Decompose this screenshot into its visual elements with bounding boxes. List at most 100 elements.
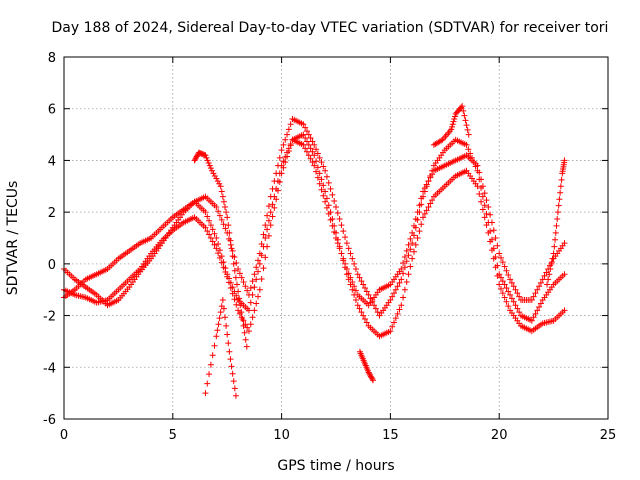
data-point xyxy=(230,378,237,385)
data-point xyxy=(323,204,330,211)
data-point xyxy=(429,197,436,204)
data-point xyxy=(220,305,227,312)
data-point xyxy=(347,274,354,281)
data-point xyxy=(240,278,247,285)
data-point xyxy=(541,272,548,279)
data-point xyxy=(233,259,240,266)
data-point xyxy=(229,247,236,254)
data-point xyxy=(191,157,198,164)
data-point xyxy=(499,290,506,297)
data-point xyxy=(253,300,260,307)
data-point xyxy=(247,284,254,291)
data-point xyxy=(425,203,432,210)
data-point xyxy=(211,342,218,349)
data-point xyxy=(192,156,199,163)
data-point xyxy=(407,235,414,242)
data-point xyxy=(253,276,260,283)
data-point xyxy=(215,241,222,248)
data-point xyxy=(351,260,358,267)
data-point xyxy=(398,266,405,273)
x-tick-label: 10 xyxy=(273,428,290,443)
data-point xyxy=(474,183,481,190)
data-point xyxy=(429,171,436,178)
data-point xyxy=(213,245,220,252)
data-point xyxy=(220,259,227,266)
data-point xyxy=(282,136,289,143)
data-point xyxy=(396,306,403,313)
data-point xyxy=(561,157,568,164)
data-point xyxy=(309,138,316,145)
data-point xyxy=(528,297,535,304)
data-point xyxy=(303,128,310,135)
data-point xyxy=(303,148,310,155)
data-point xyxy=(363,288,370,295)
data-point xyxy=(481,190,488,197)
data-point xyxy=(394,283,401,290)
data-point xyxy=(269,213,276,220)
data-point xyxy=(229,284,236,291)
data-point xyxy=(329,191,336,198)
series-track-c xyxy=(61,136,568,314)
data-point xyxy=(284,131,291,138)
data-point xyxy=(235,288,242,295)
data-point xyxy=(327,216,334,223)
data-point xyxy=(228,245,235,252)
data-point xyxy=(207,222,214,229)
data-point xyxy=(479,206,486,213)
data-point xyxy=(216,212,223,219)
data-point xyxy=(409,229,416,236)
data-point xyxy=(544,281,551,288)
data-point xyxy=(284,149,291,156)
data-point xyxy=(420,188,427,195)
data-point xyxy=(218,216,225,223)
data-point xyxy=(258,252,265,259)
data-point xyxy=(360,312,367,319)
data-point xyxy=(249,278,256,285)
data-point xyxy=(369,375,376,382)
data-point xyxy=(478,198,485,205)
data-point xyxy=(501,263,508,270)
data-point xyxy=(407,263,414,270)
data-point xyxy=(231,267,238,274)
data-point xyxy=(202,224,209,231)
data-point xyxy=(554,209,561,216)
data-point xyxy=(216,247,223,254)
data-point xyxy=(247,321,254,328)
data-point xyxy=(389,323,396,330)
data-point xyxy=(231,296,238,303)
data-point xyxy=(222,314,229,321)
data-point xyxy=(412,241,419,248)
data-point xyxy=(249,314,256,321)
data-point xyxy=(461,112,468,119)
data-point xyxy=(260,231,267,238)
data-point xyxy=(512,302,519,309)
data-point xyxy=(223,322,230,329)
data-point xyxy=(460,107,467,114)
data-point xyxy=(231,385,238,392)
data-point xyxy=(222,225,229,232)
data-point xyxy=(226,348,233,355)
data-point xyxy=(260,265,267,272)
data-point xyxy=(215,208,222,215)
data-point xyxy=(479,183,486,190)
data-point xyxy=(342,260,349,267)
data-point xyxy=(245,307,252,314)
data-point xyxy=(530,293,537,300)
data-point xyxy=(278,162,285,169)
data-point xyxy=(537,279,544,286)
data-point xyxy=(208,167,215,174)
data-point xyxy=(207,361,214,368)
data-point xyxy=(554,216,561,223)
data-point xyxy=(204,157,211,164)
data-point xyxy=(209,352,216,359)
data-point xyxy=(391,290,398,297)
data-point xyxy=(374,309,381,316)
data-point xyxy=(251,307,258,314)
data-point xyxy=(534,286,541,293)
plot-frame xyxy=(63,56,609,420)
data-point xyxy=(211,241,218,248)
data-point xyxy=(219,297,226,304)
data-point xyxy=(285,145,292,152)
data-point xyxy=(403,278,410,285)
